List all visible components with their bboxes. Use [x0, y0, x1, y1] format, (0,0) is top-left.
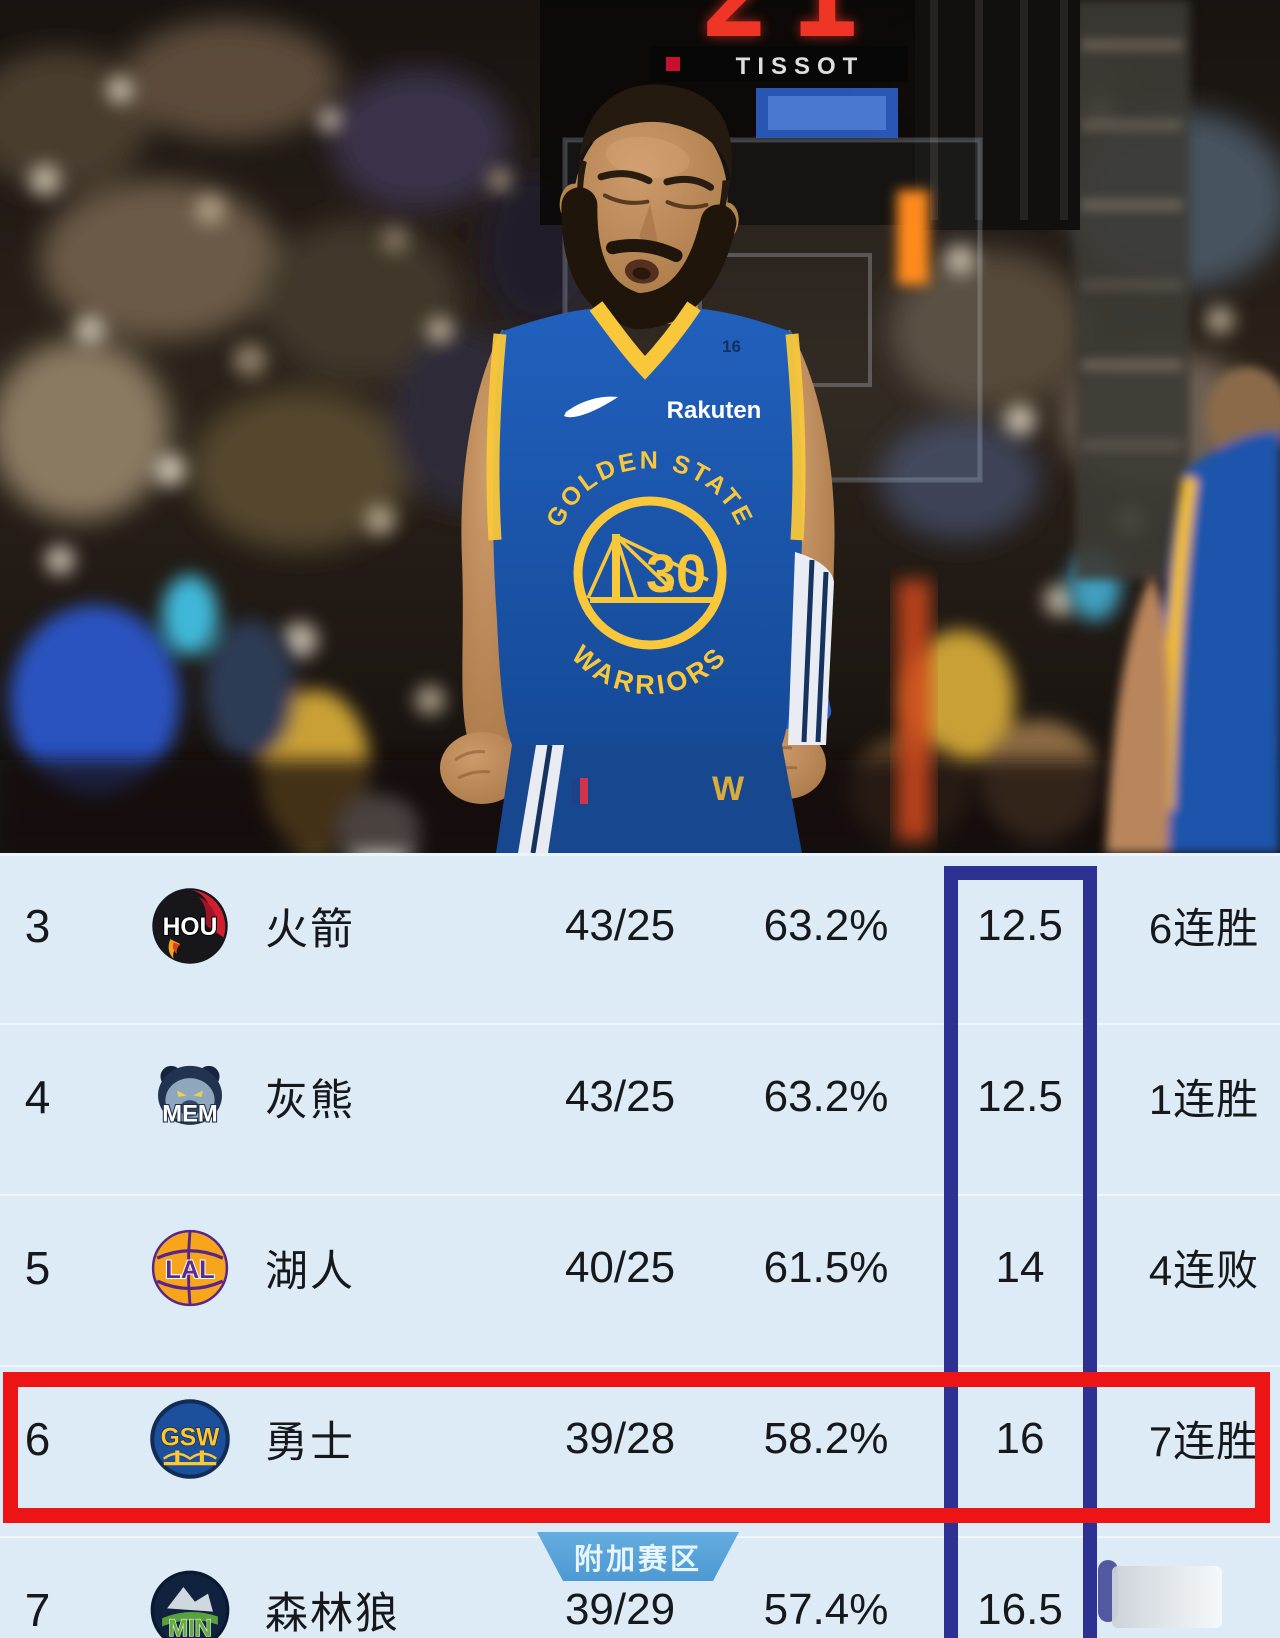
playin-zone-badge: 附加赛区 [537, 1532, 739, 1581]
games-behind: 12.5 [977, 900, 1063, 950]
team-name: 勇士 [265, 1418, 355, 1467]
team-streak: 7连胜 [1148, 1418, 1260, 1465]
team-win-pct: 61.5% [763, 1242, 889, 1292]
collar-number: 16 [722, 337, 741, 356]
team-win-pct: 57.4% [763, 1584, 889, 1634]
logo-abbr: HOU [163, 914, 218, 941]
team-record: 40/25 [564, 1242, 676, 1292]
team-name: 灰熊 [265, 1076, 355, 1125]
games-behind: 16 [995, 1413, 1045, 1463]
team-name: 湖人 [265, 1247, 355, 1296]
team-streak: 4连败 [1148, 1247, 1260, 1294]
team-logo-hou: HOU [152, 887, 228, 964]
player-head [559, 84, 739, 330]
row-separator [0, 1194, 1280, 1196]
games-behind: 16.5 [977, 1584, 1063, 1634]
team-name: 森林狼 [265, 1589, 400, 1638]
watermark-box [1112, 1566, 1222, 1628]
jersey-number: 30 [646, 544, 706, 604]
scoreboard-brand: TISSOT [736, 53, 865, 80]
shorts: W [496, 744, 802, 853]
rank: 3 [24, 899, 51, 952]
background-player [1106, 367, 1280, 853]
team-streak: 6连胜 [1148, 905, 1260, 952]
standings-row-mem[interactable]: 4 MEM 灰熊 43/25 63.2% 12.5 1连胜 [0, 1011, 1280, 1182]
row-separator [0, 1365, 1280, 1367]
standings-row-hou[interactable]: 3 HOU 火箭 43/25 63.2% 12.5 6连胜 [0, 840, 1280, 1011]
rank: 6 [24, 1412, 51, 1465]
team-logo-cell: GSW [75, 1398, 265, 1480]
logo-abbr: MIN [168, 1615, 212, 1638]
player-curry: 16 Rakuten GOLDEN STATE 30 [440, 84, 835, 853]
team-logo-cell: MEM [75, 1056, 265, 1138]
team-logo-cell: HOU [75, 885, 265, 967]
table-top-divider [0, 853, 1280, 856]
hero-photo: 21 21 TISSOT [0, 0, 1280, 853]
team-logo-lal: LAL [151, 1229, 229, 1306]
team-record: 39/29 [564, 1584, 676, 1634]
stairs [1075, 0, 1190, 580]
team-win-pct: 58.2% [763, 1413, 889, 1463]
team-win-pct: 63.2% [763, 1071, 889, 1121]
rank: 5 [24, 1241, 51, 1294]
playin-zone-label: 附加赛区 [573, 1543, 702, 1576]
team-name: 火箭 [265, 905, 355, 954]
logo-abbr: GSW [161, 1424, 221, 1451]
team-streak: 1连胜 [1148, 1076, 1260, 1123]
standings-row-lal[interactable]: 5 LAL 湖人 40/25 61.5% 14 4连败 [0, 1182, 1280, 1353]
team-logo-gsw: GSW [150, 1398, 230, 1479]
team-logo-min: MIN [150, 1570, 230, 1638]
logo-abbr: MEM [162, 1100, 217, 1127]
bridge-icon [586, 534, 716, 603]
team-logo-cell: LAL [75, 1227, 265, 1309]
hero-photo-art: 21 21 TISSOT [0, 0, 1280, 853]
rank: 4 [24, 1070, 51, 1123]
team-record: 43/25 [564, 900, 676, 950]
shorts-letter: W [712, 770, 745, 808]
jersey-sponsor: Rakuten [667, 397, 762, 424]
standings-row-gsw[interactable]: 6 GSW 勇士 39/28 58.2% 16 7连胜 [0, 1353, 1280, 1524]
team-win-pct: 63.2% [763, 900, 889, 950]
standings-row-min[interactable]: 7 MIN 森林狼 39/29 57.4% 16.5 [0, 1524, 1280, 1638]
bridge-icon [163, 1449, 217, 1465]
team-logo-cell: MIN [75, 1569, 265, 1638]
nike-swoosh-icon [564, 396, 618, 418]
team-record: 43/25 [564, 1071, 676, 1121]
row-separator [0, 1023, 1280, 1025]
logo-abbr: LAL [165, 1255, 214, 1283]
jersey [493, 308, 803, 745]
team-record: 39/28 [564, 1413, 676, 1463]
games-behind: 14 [995, 1242, 1045, 1292]
rank: 7 [24, 1583, 51, 1636]
team-logo-mem: MEM [158, 1065, 222, 1128]
games-behind: 12.5 [977, 1071, 1063, 1121]
